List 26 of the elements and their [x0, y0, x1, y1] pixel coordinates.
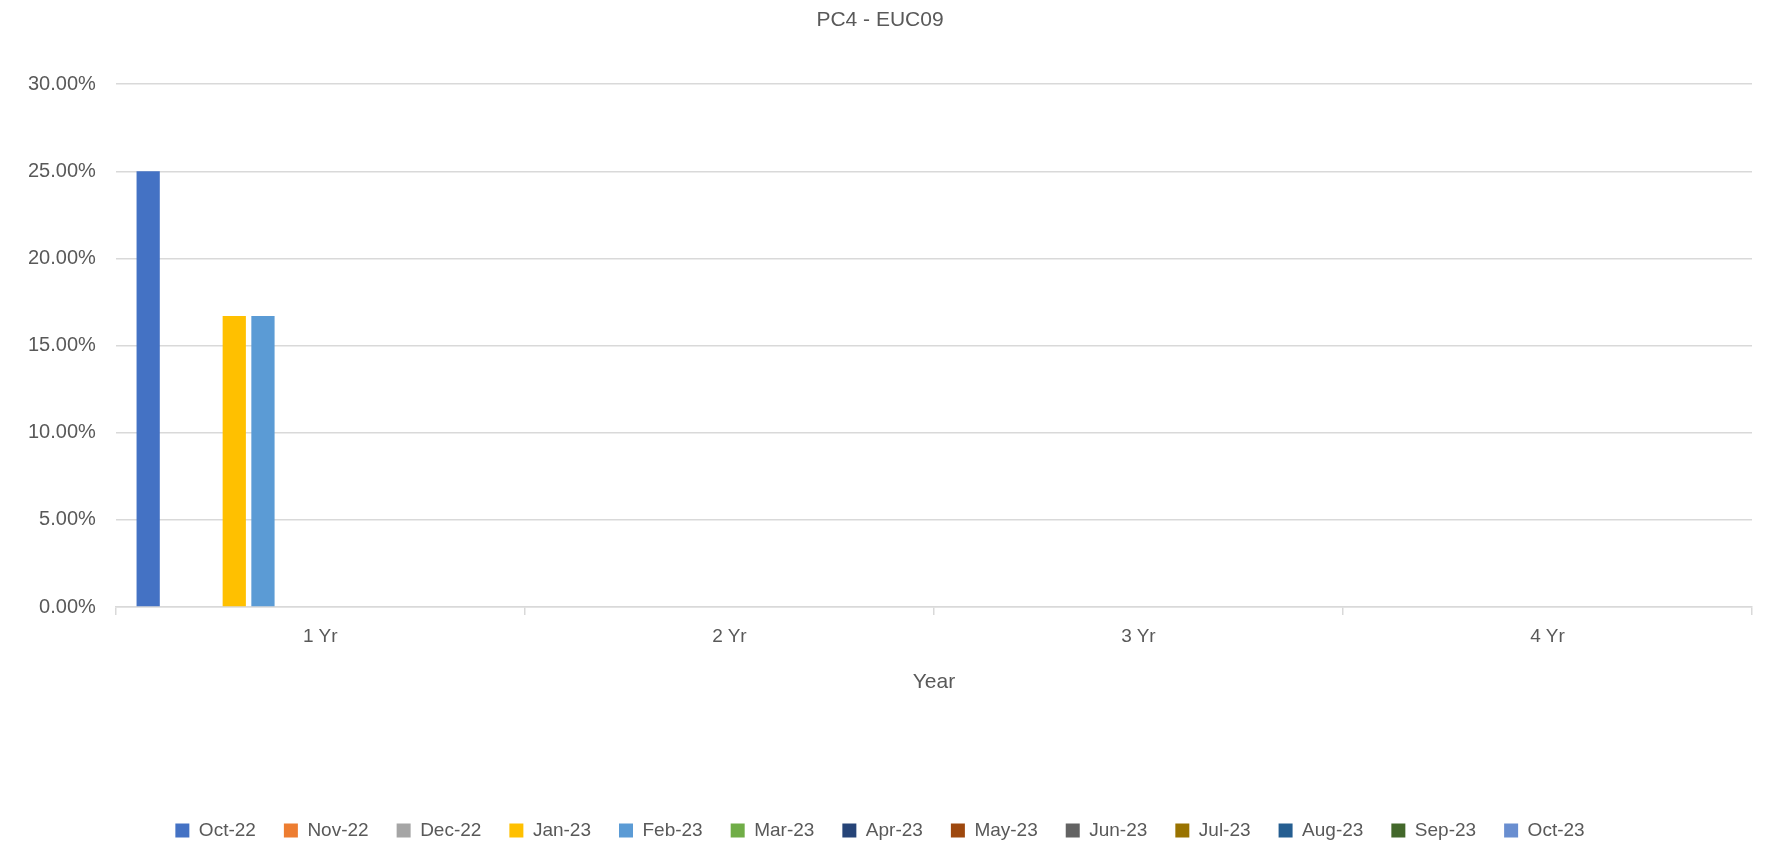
legend-label: Nov-22 [307, 818, 369, 840]
legend-label: Dec-22 [420, 818, 482, 840]
legend-label: Sep-23 [1414, 818, 1477, 840]
x-tick-label: 1 Yr [303, 624, 339, 646]
x-tick-label: 3 Yr [1121, 624, 1157, 646]
y-tick-label: 5.00% [39, 507, 97, 530]
y-tick-label: 15.00% [27, 333, 97, 356]
y-tick-label: 20.00% [27, 245, 97, 268]
chart-title: PC4 - EUC09 [816, 7, 944, 31]
legend-label: Jun-23 [1089, 818, 1148, 840]
legend-label: Jan-23 [532, 818, 591, 840]
legend-label: Oct-22 [198, 818, 256, 840]
legend-label: Oct-23 [1527, 818, 1585, 840]
y-tick-label: 0.00% [39, 594, 97, 617]
legend-label: Mar-23 [754, 818, 815, 840]
legend-label: Apr-23 [865, 818, 923, 840]
legend-label: Jul-23 [1198, 818, 1251, 840]
legend-label: Feb-23 [642, 818, 703, 840]
y-tick-label: 25.00% [27, 158, 97, 181]
y-tick-label: 10.00% [27, 420, 97, 443]
legend-label: Aug-23 [1302, 818, 1364, 840]
legend-label: May-23 [974, 818, 1038, 840]
x-tick-label: 2 Yr [712, 624, 748, 646]
y-tick-label: 30.00% [27, 71, 97, 94]
x-axis-title: Year [912, 669, 956, 693]
x-tick-label: 4 Yr [1530, 624, 1566, 646]
